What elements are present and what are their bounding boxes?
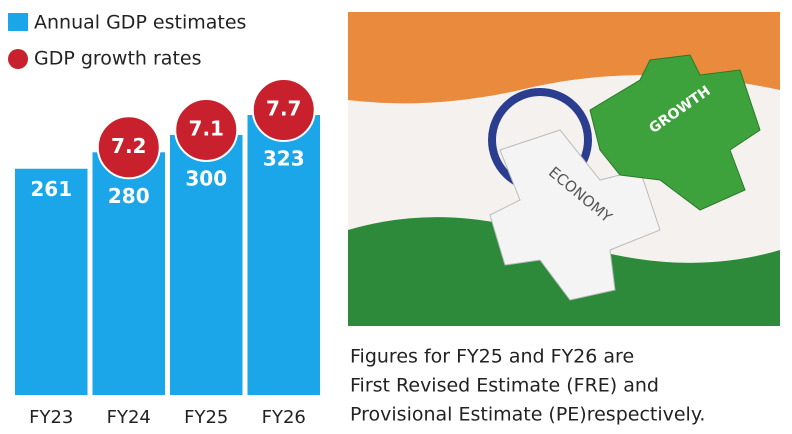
legend-swatch [8,13,28,31]
caption-line: Figures for FY25 and FY26 are [350,346,634,368]
legend-swatch [8,49,28,69]
x-tick-label: FY23 [29,407,73,428]
x-tick-label: FY26 [262,407,306,428]
bar-label: 323 [263,147,305,171]
page: GROWTH ECONOMY Figures for FY25 and FY26… [0,0,792,434]
x-tick-label: FY24 [107,407,151,428]
caption-line: Provisional Estimate (PE)respectively. [350,404,705,426]
growth-label: 7.2 [111,134,146,158]
caption-line: First Revised Estimate (FRE) and [350,375,659,397]
x-tick-label: FY25 [184,407,228,428]
legend-label: Annual GDP estimates [34,12,246,34]
growth-label: 7.7 [266,97,301,121]
bar-label: 300 [185,166,227,190]
bar-label: 261 [30,177,72,201]
bar-label: 280 [108,184,150,208]
bar [15,169,88,395]
growth-label: 7.1 [189,116,224,140]
legend-label: GDP growth rates [34,48,202,70]
photo: GROWTH ECONOMY [348,12,780,326]
